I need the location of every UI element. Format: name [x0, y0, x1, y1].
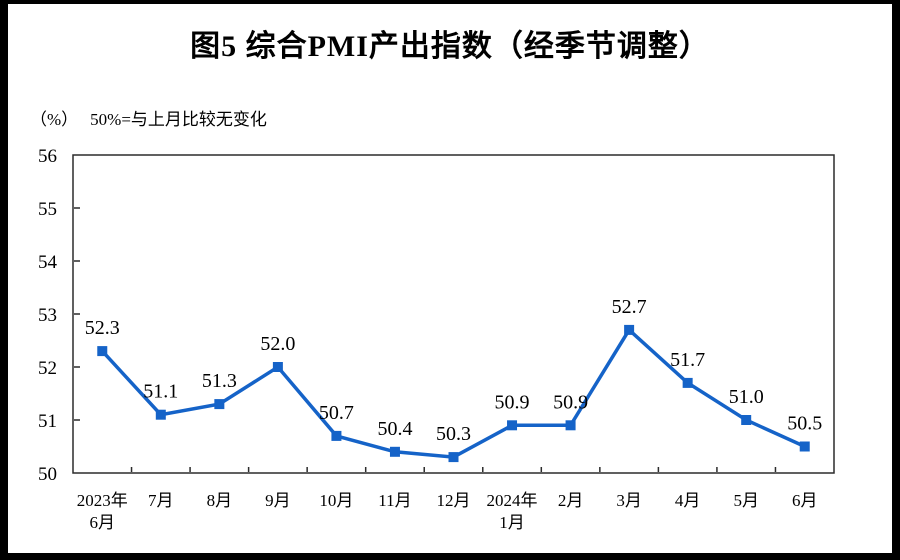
data-point-label: 51.3 [202, 370, 237, 392]
x-axis-label: 2024年 [487, 491, 538, 510]
data-point-label: 50.3 [436, 423, 471, 445]
x-axis-label: 1月 [499, 513, 525, 532]
pmi-line-chart: 50 51 52 53 54 55 56 2023年 6月 7月 8月 9月 10月 11月 12月 2024… [38, 146, 835, 532]
data-point-marker [565, 420, 576, 431]
x-axis-label: 4月 [675, 491, 701, 510]
x-axis-label: 12月 [437, 491, 471, 510]
data-point-marker [624, 324, 635, 335]
y-axis-label: 50 [38, 464, 57, 485]
x-axis-label: 9月 [265, 491, 291, 510]
y-axis-label: 54 [38, 252, 58, 273]
data-point-label: 50.4 [377, 418, 412, 440]
plot-border [72, 154, 835, 474]
data-point-label: 50.9 [553, 391, 588, 413]
y-axis-label: 52 [38, 358, 57, 379]
data-point-marker [155, 409, 166, 420]
data-point-marker [448, 452, 459, 463]
x-axis-label: 8月 [207, 491, 233, 510]
y-axis-label: 53 [38, 305, 57, 326]
y-axis-label: 56 [38, 146, 57, 167]
data-point-label: 52.7 [612, 296, 647, 318]
data-point-marker [799, 441, 810, 452]
data-point-label: 52.3 [85, 317, 120, 339]
x-axis-label: 6月 [90, 513, 116, 532]
data-point-marker [97, 346, 108, 357]
x-axis-label: 6月 [792, 491, 818, 510]
data-point-marker [272, 362, 283, 372]
chart-page: 图5 综合PMI产出指数（经季节调整） （%） 50%=与上月比较无变化 50 51… [8, 4, 892, 553]
x-axis-label: 11月 [378, 491, 411, 510]
data-point-marker [331, 430, 342, 441]
y-axis-label: 51 [38, 411, 57, 432]
data-point-marker [389, 446, 400, 457]
data-point-label: 51.1 [143, 381, 178, 403]
data-point-marker [741, 415, 752, 425]
data-point-label: 50.5 [787, 413, 822, 435]
data-point-marker [214, 399, 225, 410]
x-axis-label: 2月 [558, 491, 584, 510]
axis-unit-note: （%） 50%=与上月比较无变化 [30, 110, 267, 130]
unit-label: （%） [30, 110, 79, 129]
x-axis-label: 5月 [733, 491, 759, 510]
data-point-marker [682, 377, 693, 388]
x-axis-label: 3月 [616, 491, 642, 510]
y-axis-label: 55 [38, 199, 57, 220]
x-axis-label: 10月 [319, 491, 353, 510]
x-axis-label: 7月 [148, 491, 174, 510]
data-point-label: 52.0 [260, 333, 295, 355]
x-axis-label: 2023年 [77, 491, 128, 510]
data-point-label: 51.0 [729, 386, 764, 408]
data-point-marker [507, 420, 518, 431]
data-point-label: 50.9 [495, 391, 530, 413]
data-point-label: 51.7 [670, 349, 705, 371]
axis-note-label: 50%=与上月比较无变化 [90, 110, 267, 129]
data-point-label: 50.7 [319, 402, 354, 424]
chart-title: 图5 综合PMI产出指数（经季节调整） [190, 30, 710, 63]
